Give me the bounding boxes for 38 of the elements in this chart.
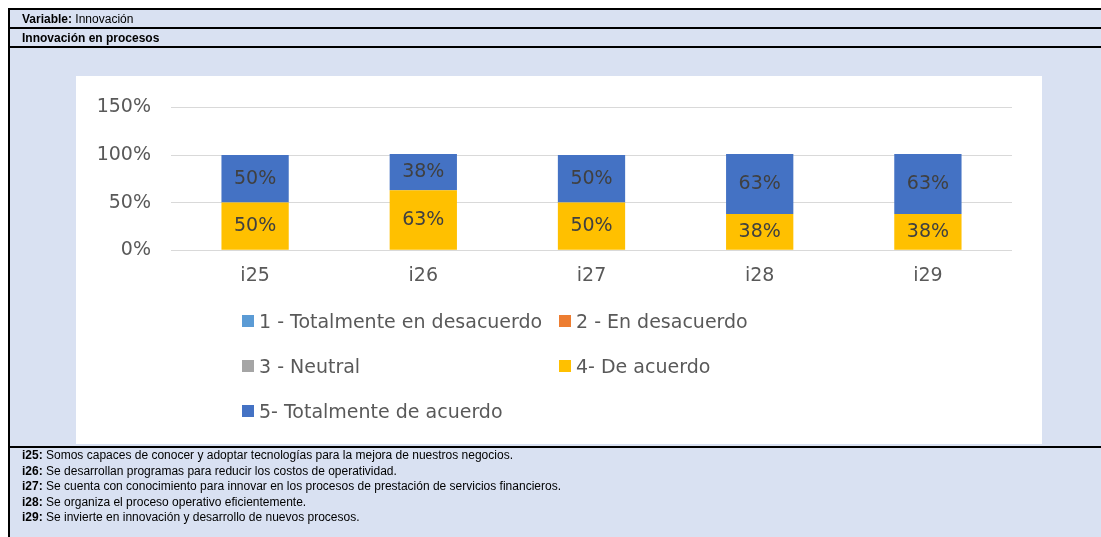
chart-subtitle: Innovación en procesos (10, 29, 1101, 48)
legend-label: 3 - Neutral (259, 354, 361, 377)
bar (894, 154, 962, 215)
y-tick-label: 0% (120, 237, 151, 260)
legend-label: 1 - Totalmente en desacuerdo (259, 309, 543, 332)
bar (557, 155, 626, 203)
x-tick-label: i27 (576, 262, 607, 285)
text: i26: Se desarrollan programas para reducir los costos de operatividad. (22, 463, 398, 479)
x-tick-label: i25 (240, 262, 270, 285)
text: i25: Somos capaces de conocer y adoptar tecnologías para la mejora de nuestros negocios. (22, 448, 514, 464)
data-label: 50% (570, 213, 613, 236)
legend-label: 5- Totalmente de acuerdo (259, 399, 503, 422)
data-label: 38% (402, 159, 445, 182)
data-label: 38% (906, 218, 950, 241)
data-label: 50% (570, 165, 613, 188)
y-tick-label: 100% (96, 141, 151, 164)
x-tick-label: i26 (408, 262, 439, 285)
bar (389, 190, 457, 250)
x-tick-label: i28 (744, 262, 775, 285)
y-tick-label: 150% (96, 94, 151, 117)
text: i27: Se cuenta con conocimiento para innovar en los procesos de prestación de servicios financieros. (22, 479, 562, 495)
bar (557, 202, 626, 250)
chart-title: Variable: Innovación (10, 10, 1101, 29)
data-label: 63% (906, 170, 950, 193)
bar (221, 155, 289, 203)
x-tick-label: i29 (913, 262, 943, 285)
bar (221, 202, 289, 250)
data-label: 63% (402, 206, 445, 229)
data-label: 63% (738, 170, 781, 193)
data-label: 50% (233, 165, 277, 188)
text: i29: Se invierte en innovación y desarrollo de nuevos procesos. (22, 510, 361, 526)
y-tick-label: 50% (108, 189, 151, 212)
bar (726, 154, 794, 215)
legend-label: 2 - En desacuerdo (576, 309, 748, 332)
legend-label: 4- De acuerdo (576, 354, 711, 377)
data-label: 38% (738, 218, 781, 241)
text: i28: Se organiza el proceso operativo eficientemente. (22, 494, 308, 510)
data-label: 50% (233, 213, 277, 236)
